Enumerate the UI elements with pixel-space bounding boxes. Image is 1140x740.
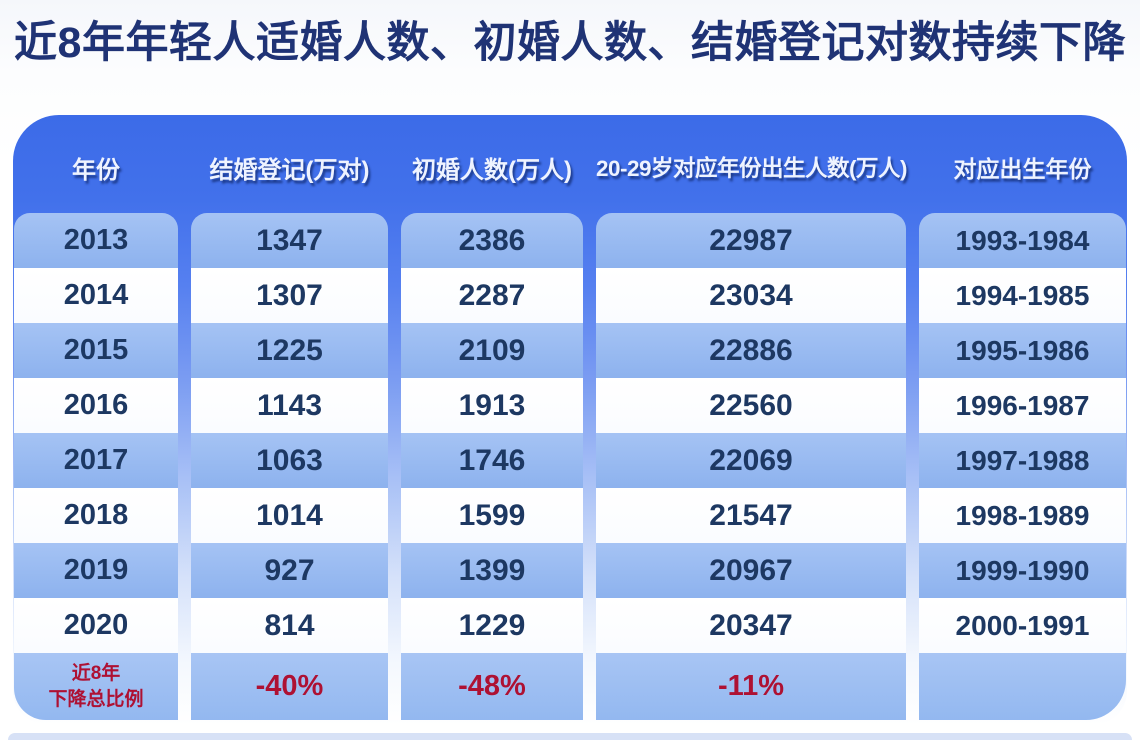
table-cell: 22069 xyxy=(596,433,906,488)
summary-row-label: 近8年 下降总比例 xyxy=(14,653,178,720)
table-cell: 22560 xyxy=(596,378,906,433)
table-cell: 2013 xyxy=(14,213,178,268)
table-cell: 1997-1988 xyxy=(919,433,1126,488)
table-cell: 1225 xyxy=(191,323,388,378)
table-cell: 1347 xyxy=(191,213,388,268)
column-header-births-20-29: 20-29岁对应年份出生人数(万人) xyxy=(596,156,908,181)
table-cell: 1399 xyxy=(401,543,583,598)
table-cell: 1307 xyxy=(191,268,388,323)
table-cell: 1746 xyxy=(401,433,583,488)
table-cell: 1229 xyxy=(401,598,583,653)
table-cell: 2014 xyxy=(14,268,178,323)
table-cell: 2109 xyxy=(401,323,583,378)
table-cell: 1996-1987 xyxy=(919,378,1126,433)
summary-label-line2: 下降总比例 xyxy=(48,688,144,710)
table-cell: 22987 xyxy=(596,213,906,268)
table-cell: 1995-1986 xyxy=(919,323,1126,378)
table-cell: 21547 xyxy=(596,488,906,543)
table-cell: 1998-1989 xyxy=(919,488,1126,543)
table-cell: 1994-1985 xyxy=(919,268,1126,323)
table-cell: 1599 xyxy=(401,488,583,543)
bottom-strip xyxy=(8,733,1132,740)
table-cell: 23034 xyxy=(596,268,906,323)
table-cell: 927 xyxy=(191,543,388,598)
table-cell: 1993-1984 xyxy=(919,213,1126,268)
table-cell: 2017 xyxy=(14,433,178,488)
table-cell: 2018 xyxy=(14,488,178,543)
page-title: 近8年年轻人适婚人数、初婚人数、结婚登记对数持续下降 xyxy=(14,19,1126,67)
table-cell: 2015 xyxy=(14,323,178,378)
table-cell: 2019 xyxy=(14,543,178,598)
column-header-year: 年份 xyxy=(72,156,120,184)
table-cell: 2016 xyxy=(14,378,178,433)
table-cell: 814 xyxy=(191,598,388,653)
column-header-marriage-registrations: 结婚登记(万对) xyxy=(209,156,370,184)
summary-label-line1: 近8年 xyxy=(71,662,121,684)
table-cell: 2386 xyxy=(401,213,583,268)
summary-decline-first-marriages: -48% xyxy=(401,653,583,720)
table-cell: 20967 xyxy=(596,543,906,598)
table-cell: 1063 xyxy=(191,433,388,488)
table-cell: 22886 xyxy=(596,323,906,378)
table-cell: 1014 xyxy=(191,488,388,543)
table-cell: 2020 xyxy=(14,598,178,653)
summary-decline-births: -11% xyxy=(596,653,906,720)
table-cell: 20347 xyxy=(596,598,906,653)
table-header-row: 年份 结婚登记(万对) 初婚人数(万人) 20-29岁对应年份出生人数(万人) … xyxy=(13,115,1127,213)
column-header-birth-years: 对应出生年份 xyxy=(953,156,1092,182)
table-body: 2013 1347 2386 22987 1993-1984 2014 1307… xyxy=(13,213,1127,720)
summary-empty-cell xyxy=(919,653,1126,720)
table-cell: 2000-1991 xyxy=(919,598,1126,653)
table-panel: 年份 结婚登记(万对) 初婚人数(万人) 20-29岁对应年份出生人数(万人) … xyxy=(13,115,1127,725)
table-cell: 1999-1990 xyxy=(919,543,1126,598)
summary-decline-marriage-registrations: -40% xyxy=(191,653,388,720)
table-cell: 1143 xyxy=(191,378,388,433)
table-cell: 2287 xyxy=(401,268,583,323)
table-cell: 1913 xyxy=(401,378,583,433)
column-header-first-marriages: 初婚人数(万人) xyxy=(412,156,572,184)
